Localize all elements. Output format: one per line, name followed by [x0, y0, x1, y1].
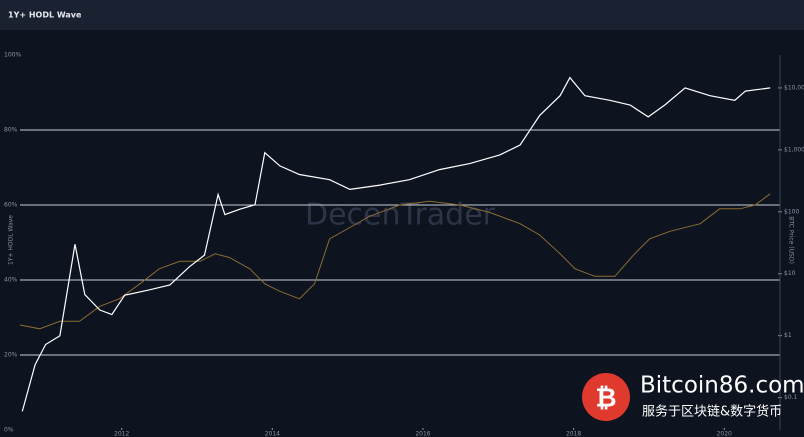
- x-tick-label: 2012: [114, 431, 129, 437]
- logo-glyph: ₿: [595, 384, 616, 414]
- plot: 0% 20% 40% 60% 80% 100% $0.1 $1 $10 $100 $1,000 $10…: [4, 52, 804, 437]
- y2-tick-label: $10: [784, 270, 796, 277]
- x-tick-label: 2020: [717, 431, 732, 437]
- y-tick-label: 80%: [4, 127, 18, 134]
- chart-title: 1Y+ HODL Wave: [8, 11, 82, 20]
- y-tick-label: 60%: [4, 202, 18, 209]
- y2-tick-label: $10,000: [784, 84, 804, 91]
- y-axis-title: 1Y+ HODL Wave: [8, 215, 15, 265]
- y-tick-label: 20%: [4, 352, 18, 359]
- y-tick-label: 40%: [4, 277, 18, 284]
- logo: [582, 373, 630, 421]
- watermark: Bitcoin86.com: [640, 373, 804, 399]
- y-tick-label: 100%: [4, 52, 21, 59]
- x-tick-label: 2016: [415, 431, 430, 437]
- y2-tick-label: $1,000: [784, 146, 804, 153]
- y2-tick-label: $0.1: [784, 394, 798, 401]
- series-line: [19, 193, 771, 330]
- y2-tick-label: $1: [784, 332, 792, 339]
- y2-axis-title: BTC Price (USD): [788, 216, 795, 264]
- series-line: [21, 76, 771, 412]
- x-tick-label: 2014: [265, 431, 280, 437]
- watermark: DecenTrader: [305, 198, 496, 233]
- y2-tick-label: $100: [784, 208, 799, 215]
- x-tick-label: 2018: [566, 431, 581, 437]
- header: [0, 0, 804, 30]
- y-tick-label: 0%: [4, 427, 14, 434]
- watermark: 服务于区块链&数字货币: [642, 404, 782, 420]
